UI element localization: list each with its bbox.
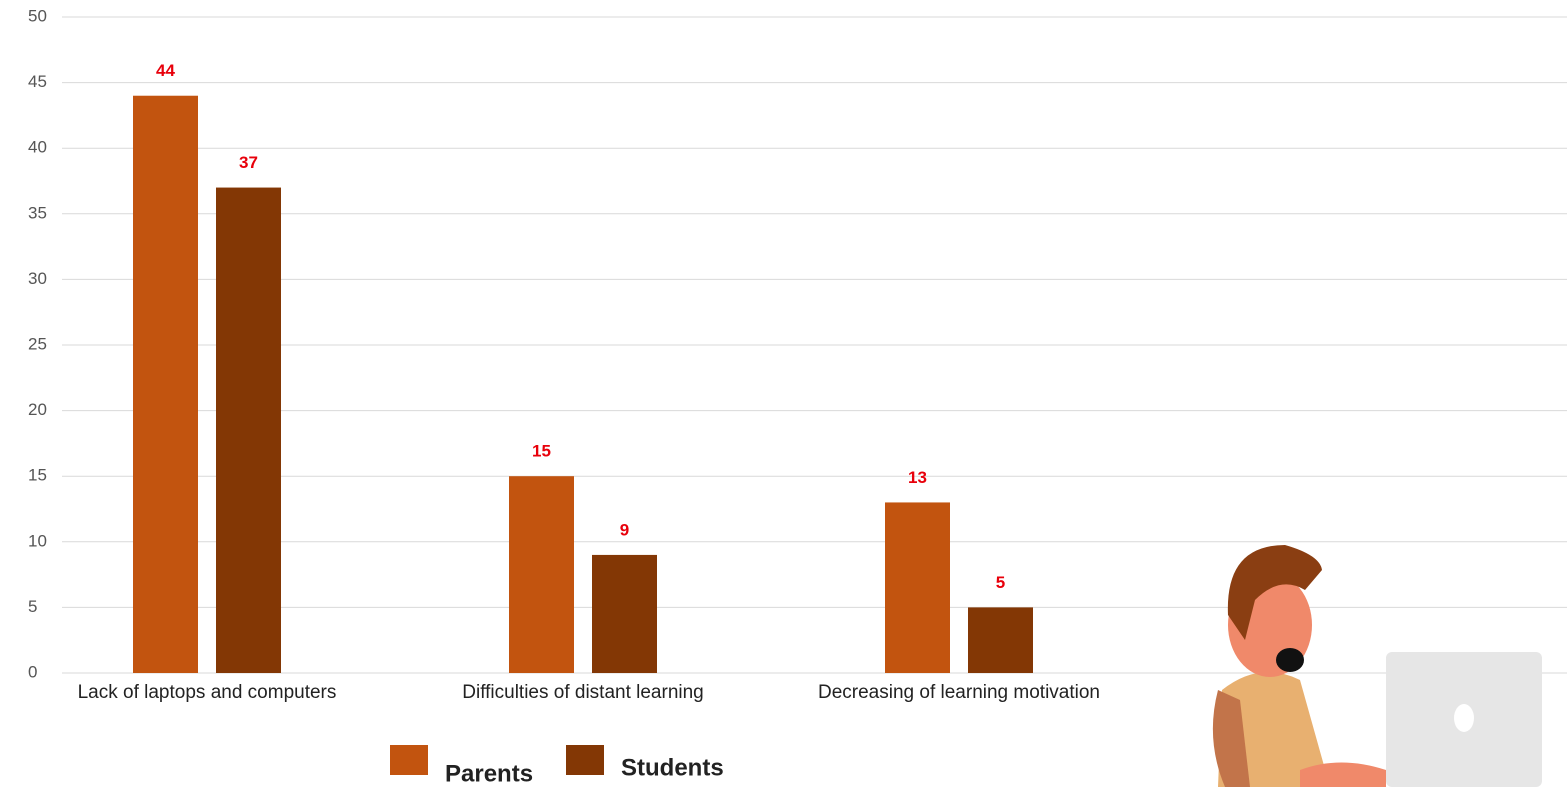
legend-swatch (390, 745, 428, 775)
x-tick-label: Difficulties of distant learning (462, 682, 704, 703)
value-label: 37 (239, 153, 258, 172)
mouth (1276, 648, 1304, 672)
illustration (1212, 545, 1542, 787)
x-tick-label: Lack of laptops and computers (78, 682, 337, 703)
y-tick-label: 0 (28, 662, 37, 681)
bar (509, 476, 574, 673)
hair (1227, 545, 1322, 640)
legend-swatch (566, 745, 604, 775)
y-tick-label: 15 (28, 466, 47, 485)
y-tick-label: 20 (28, 400, 47, 419)
bar (592, 554, 657, 673)
legend-label: Parents (445, 760, 533, 787)
value-label: 13 (908, 468, 927, 487)
bar (885, 502, 950, 673)
y-tick-label: 50 (28, 6, 47, 25)
legend-label: Students (621, 754, 724, 781)
y-tick-label: 25 (28, 334, 47, 353)
value-label: 44 (156, 61, 175, 80)
y-tick-label: 30 (28, 269, 47, 288)
bar (133, 95, 198, 674)
x-tick-label: Decreasing of learning motivation (818, 682, 1100, 703)
y-tick-label: 5 (28, 597, 37, 616)
y-tick-label: 35 (28, 203, 47, 222)
arm (1212, 690, 1250, 787)
bar (968, 607, 1033, 673)
value-label: 9 (620, 520, 629, 539)
plot-area: 0 5 10 15 20 25 30 35 40 45 50 Lack of laptops and … (28, 6, 1567, 787)
laptop-logo (1454, 704, 1474, 732)
hand (1300, 762, 1386, 787)
value-label: 15 (532, 442, 551, 461)
y-tick-label: 45 (28, 72, 47, 91)
y-tick-label: 40 (28, 138, 47, 157)
bar (216, 187, 281, 673)
y-tick-label: 10 (28, 531, 47, 550)
value-label: 5 (996, 573, 1005, 592)
